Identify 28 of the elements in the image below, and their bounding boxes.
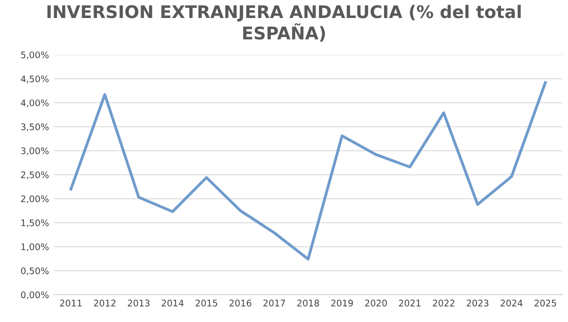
x-tick-label: 2021 [398,300,420,306]
x-tick-label: 2022 [432,300,454,306]
y-tick-label: 0,50% [21,267,49,276]
y-tick-label: 1,00% [21,243,49,252]
x-tick-label: 2019 [331,300,353,306]
y-tick-label: 3,50% [21,123,49,132]
y-tick-label: 4,00% [20,99,49,108]
x-tick-label: 2023 [466,300,488,306]
y-tick-label: 2,00% [21,195,49,204]
x-tick-label: 2012 [94,300,116,306]
y-tick-label: 2,50% [21,171,49,180]
y-tick-label: 4,50% [20,75,49,84]
line-series [70,81,547,261]
y-tick-label: 5,00% [21,51,49,60]
x-tick-label: 2014 [162,300,184,306]
x-tick-label: 2018 [297,300,320,306]
x-tick-label: 2017 [263,300,285,306]
x-tick-label: 2016 [230,300,252,306]
chart-title: INVERSION EXTRANJERA ANDALUCIA (% del total ESPAÑA) [47,4,521,42]
x-tick-label: 2020 [365,300,387,306]
y-tick-label: 1,50% [21,219,49,228]
x-tick-label: 2013 [128,300,150,306]
x-tick-label: 2024 [500,300,522,306]
x-tick-label: 2025 [534,300,556,306]
x-tick-label: 2011 [60,300,82,306]
y-tick-label: 0,00% [21,291,49,300]
x-tick-label: 2015 [196,300,218,306]
y-tick-label: 3,00% [21,147,49,156]
